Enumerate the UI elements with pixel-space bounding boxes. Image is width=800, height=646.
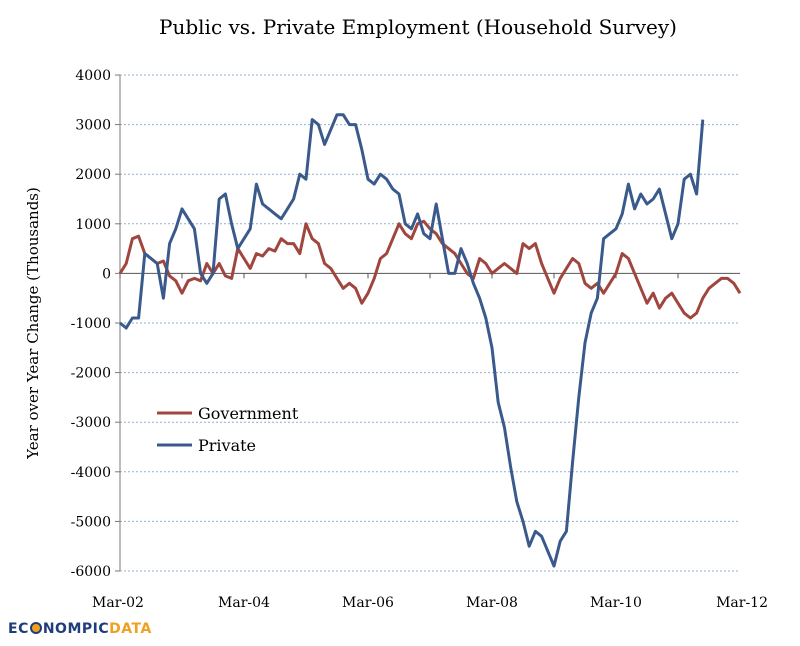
legend: Government Private: [157, 404, 299, 455]
y-tick-label: 3000: [75, 118, 111, 134]
x-tick-label: Mar-08: [466, 595, 518, 611]
legend-label-government: Government: [198, 404, 299, 423]
y-tick-label: 0: [102, 266, 111, 282]
x-axis-ticks: Mar-02 Mar-04 Mar-06 Mar-08 Mar-10 Mar-12: [92, 273, 768, 611]
y-tick-label: -1000: [71, 316, 111, 332]
y-tick-label: -4000: [71, 465, 111, 481]
y-tick-label: 4000: [75, 68, 111, 84]
chart-title: Public vs. Private Employment (Household…: [159, 15, 677, 39]
y-axis-title: Year over Year Change (Thousands): [24, 187, 42, 460]
x-tick-label: Mar-04: [218, 595, 270, 611]
brand-prefix: EC: [8, 621, 29, 637]
legend-label-private: Private: [198, 436, 256, 455]
brand-suffix: DATA: [109, 621, 152, 637]
y-axis-ticks: 4000 3000 2000 1000 0 -1000 -2000 -3000 -4000 -50…: [71, 68, 120, 580]
y-tick-label: -3000: [71, 415, 111, 431]
x-tick-label: Mar-06: [342, 595, 394, 611]
brand-logo: EC NOMPICDATA: [8, 621, 152, 637]
series-layer: [118, 113, 742, 568]
x-tick-label: Mar-02: [92, 595, 144, 611]
gridlines: [120, 74, 740, 572]
series-line-government: [118, 219, 742, 320]
globe-icon: [29, 622, 42, 634]
y-tick-label: -2000: [71, 366, 111, 382]
x-tick-label: Mar-12: [716, 595, 768, 611]
y-tick-label: -6000: [71, 564, 111, 580]
y-tick-label: 1000: [75, 217, 111, 233]
y-tick-label: -5000: [71, 514, 111, 530]
x-tick-label: Mar-10: [590, 595, 642, 611]
brand-middle: NOMPIC: [42, 621, 110, 637]
y-tick-label: 2000: [75, 167, 111, 183]
series-line-private: [119, 113, 705, 568]
